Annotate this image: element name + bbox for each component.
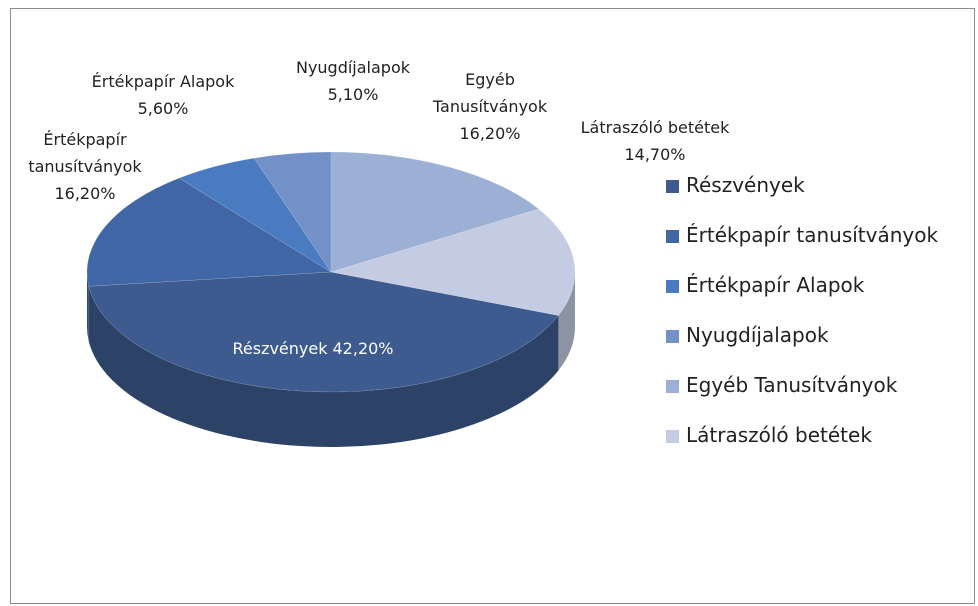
slice-side <box>87 272 89 342</box>
slice <box>178 157 332 273</box>
data-label-value: 5,60% <box>137 99 189 118</box>
legend-swatch <box>666 230 679 243</box>
slice <box>330 151 540 273</box>
legend-swatch <box>666 280 679 293</box>
legend-swatch <box>666 180 679 193</box>
legend-swatch <box>666 380 679 393</box>
data-label-value: 42,20% <box>332 339 394 358</box>
slice <box>253 151 332 273</box>
legend-label: Részvények <box>686 173 805 197</box>
legend-swatch <box>666 430 679 443</box>
slice <box>86 177 332 287</box>
data-label: Egyéb Tanusítványok 16,20% <box>425 66 555 147</box>
slice <box>330 208 576 316</box>
legend-label: Értékpapír Alapok <box>686 273 865 297</box>
data-label-value: 16,20% <box>459 124 521 143</box>
slice <box>88 271 559 393</box>
legend-label: Értékpapír tanusítványok <box>686 223 939 247</box>
legend-label: Látraszóló betétek <box>686 423 872 447</box>
data-label: Látraszóló betétek 14,70% <box>555 114 755 168</box>
data-label-name: Nyugdíjalapok <box>295 58 411 77</box>
data-label: Értékpapír Alapok 5,60% <box>78 68 248 122</box>
data-label-name: Értékpapír tanusítványok <box>28 130 142 176</box>
data-label: Értékpapír tanusítványok 16,20% <box>10 126 160 207</box>
data-label-name: Látraszóló betétek <box>580 118 730 137</box>
data-label-value: 14,70% <box>624 145 686 164</box>
data-label-value: 5,10% <box>327 85 379 104</box>
legend-label: Nyugdíjalapok <box>686 323 829 347</box>
legend-label: Egyéb Tanusítványok <box>686 373 898 397</box>
slice-side <box>88 286 559 447</box>
slice-side <box>558 272 575 371</box>
data-label: Nyugdíjalapok 5,10% <box>278 54 428 108</box>
data-label: Részvények 42,20% <box>203 335 423 362</box>
data-label-name: Egyéb Tanusítványok <box>432 70 548 116</box>
legend-swatch <box>666 330 679 343</box>
data-label-name: Értékpapír Alapok <box>91 72 235 91</box>
data-label-value: 16,20% <box>54 184 116 203</box>
data-label-name: Részvények <box>232 339 328 358</box>
